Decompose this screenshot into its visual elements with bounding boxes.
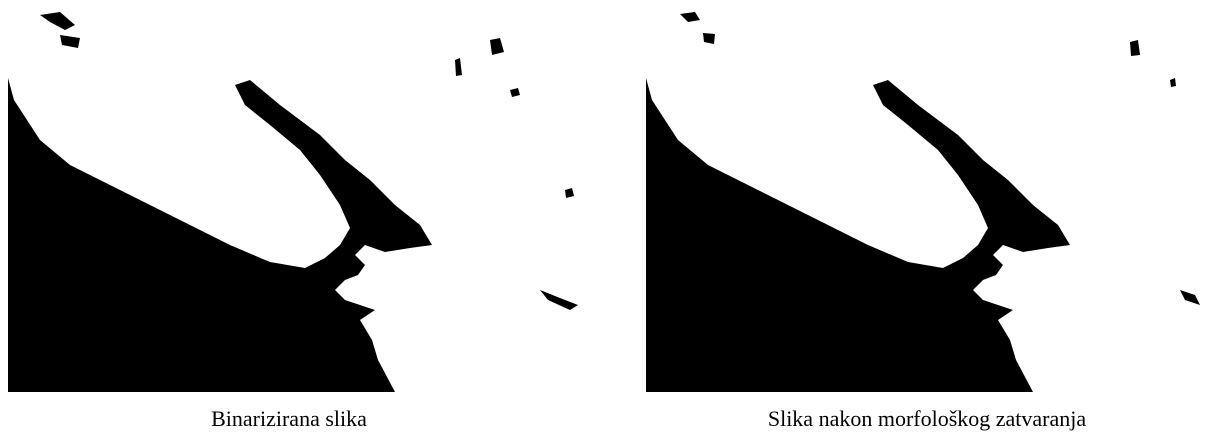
binarized-image bbox=[8, 12, 578, 392]
closed-image bbox=[646, 12, 1200, 392]
caption: Binarizirana slika bbox=[211, 406, 367, 431]
caption: Slika nakon morfološkog zatvaranja bbox=[768, 406, 1087, 431]
